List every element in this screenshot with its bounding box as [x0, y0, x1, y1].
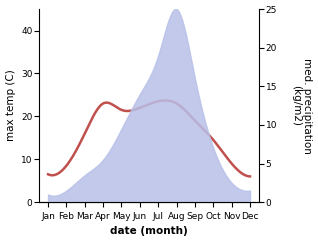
Y-axis label: med. precipitation
(kg/m2): med. precipitation (kg/m2): [291, 58, 313, 153]
X-axis label: date (month): date (month): [110, 227, 188, 236]
Y-axis label: max temp (C): max temp (C): [5, 70, 16, 142]
